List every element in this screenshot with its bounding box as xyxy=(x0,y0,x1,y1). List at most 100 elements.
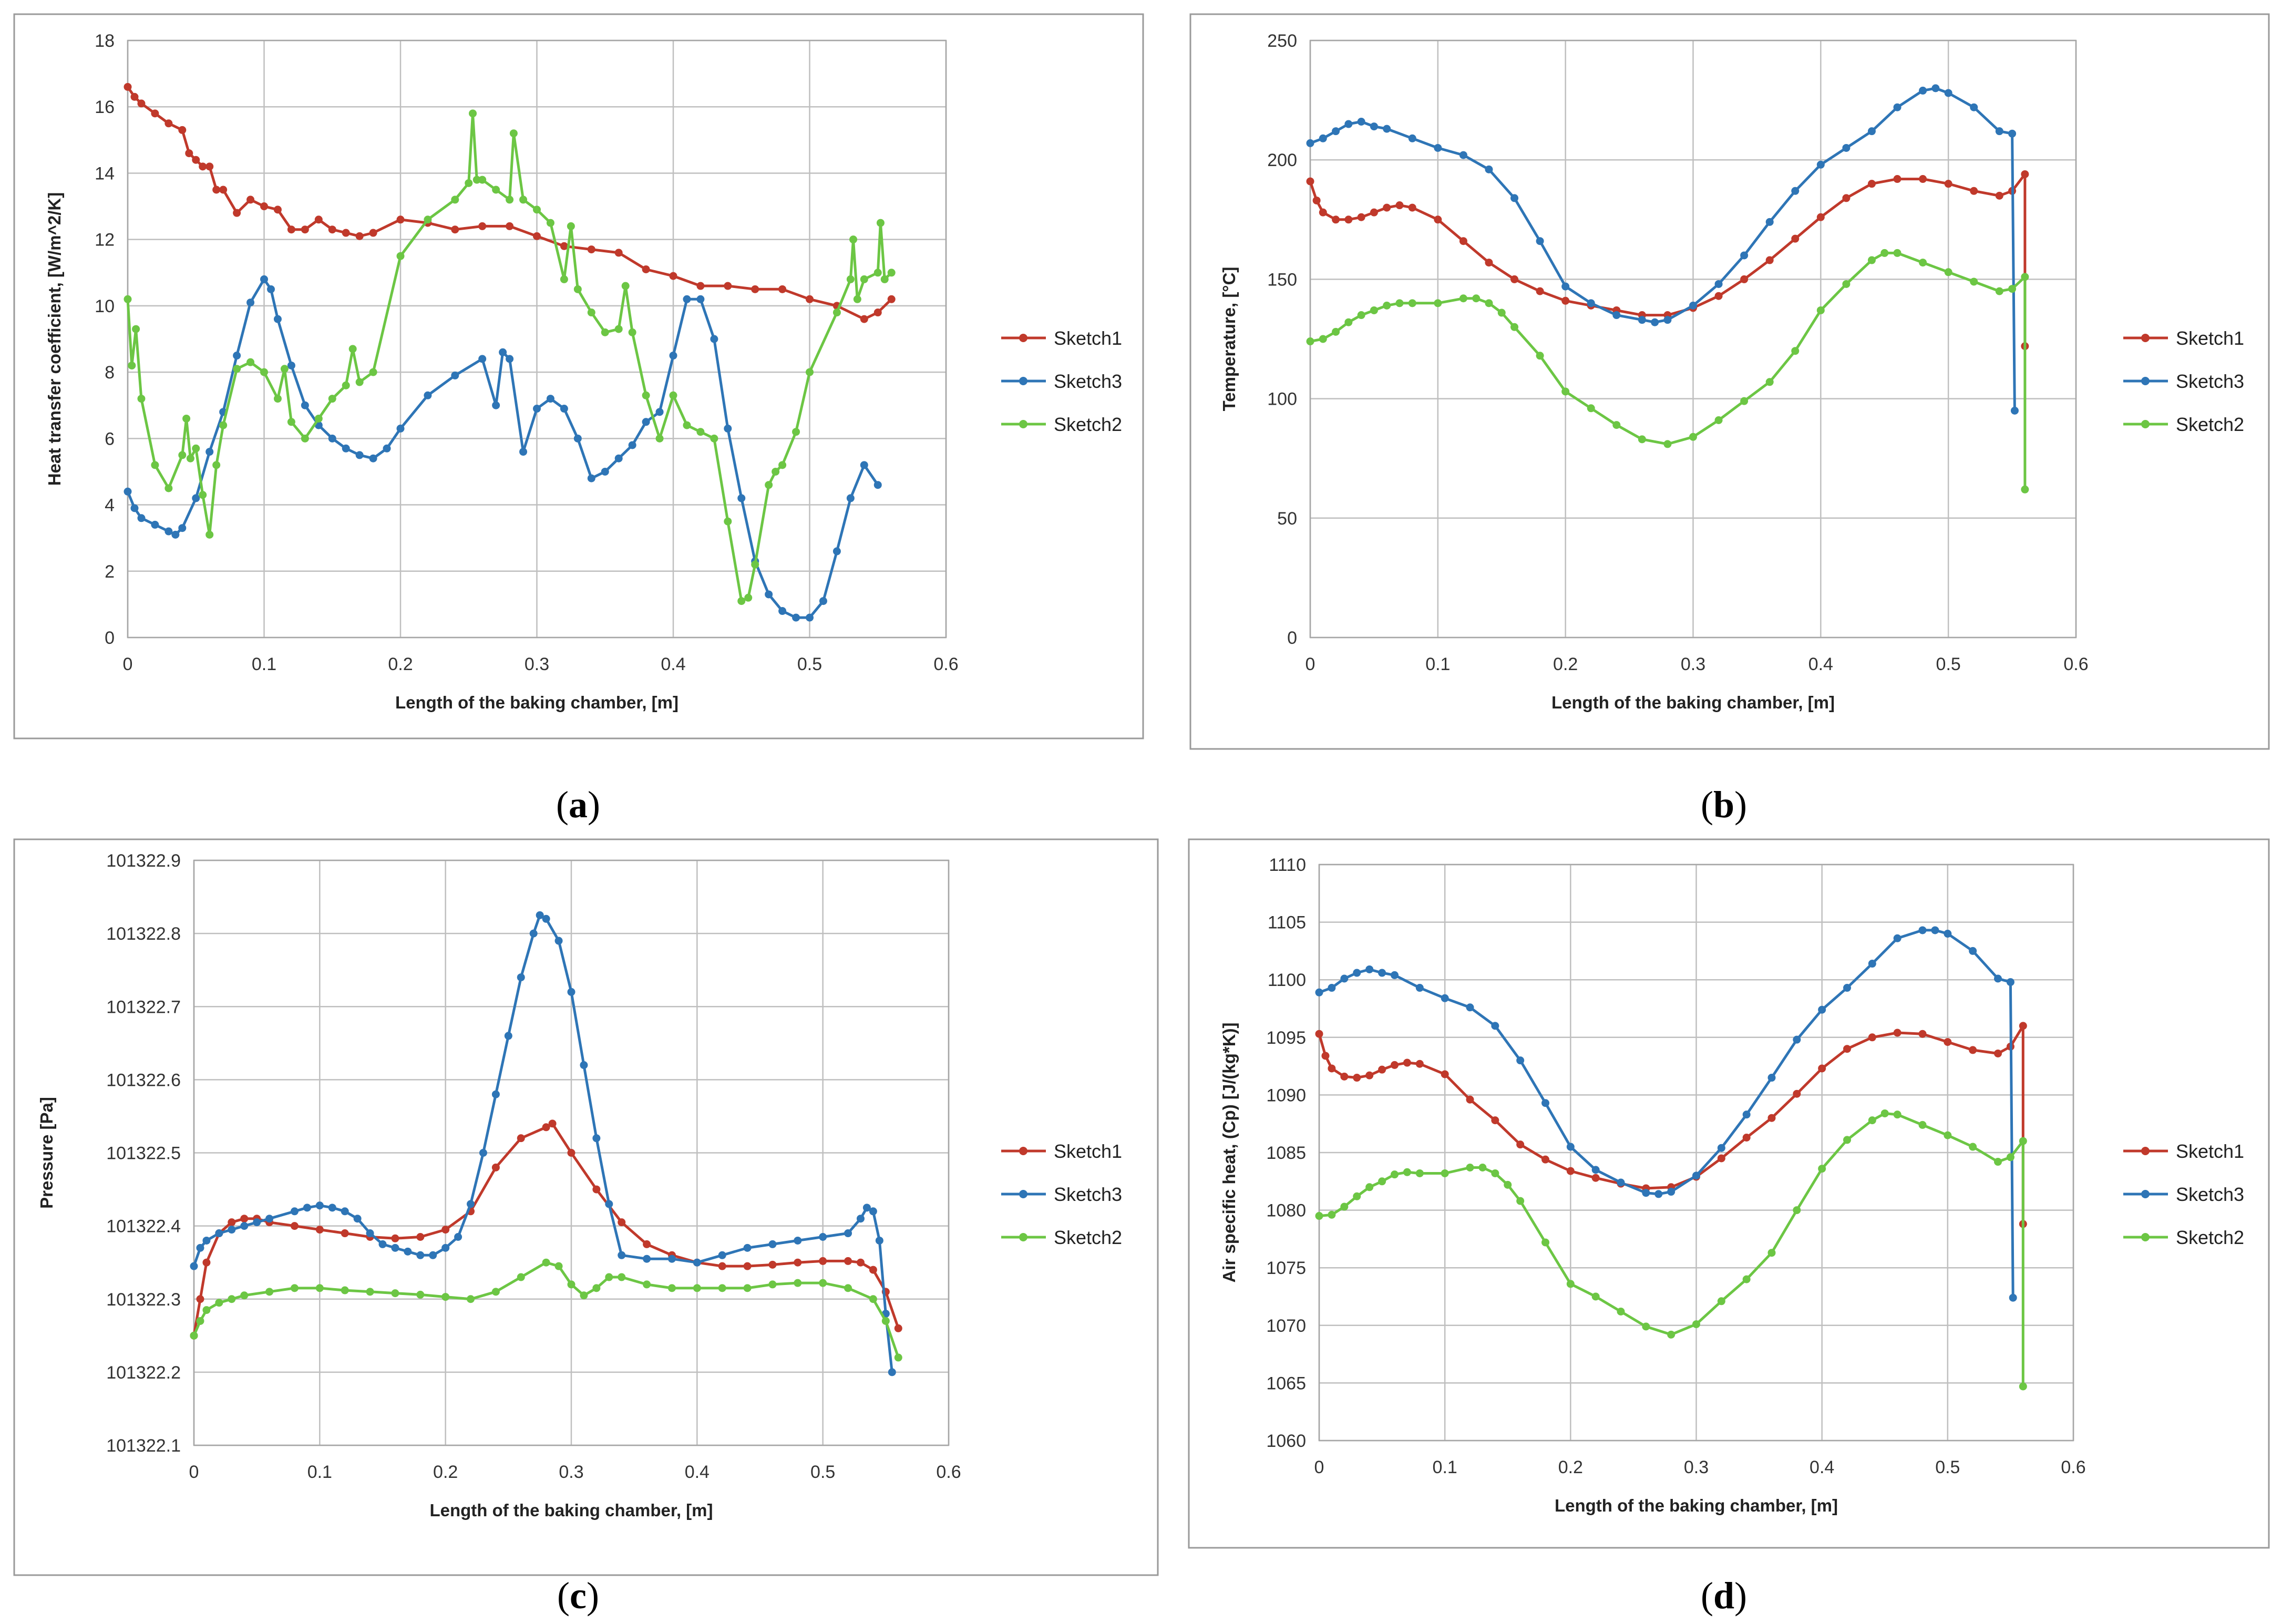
data-point xyxy=(1714,292,1723,300)
data-point xyxy=(1353,1192,1361,1200)
data-point xyxy=(396,252,405,260)
data-point xyxy=(196,1295,204,1303)
series-sketch1 xyxy=(1306,170,2029,351)
y-tick-label: 14 xyxy=(95,163,115,183)
y-tick-label: 12 xyxy=(95,230,115,250)
data-point xyxy=(592,1134,601,1143)
x-tick-label: 0 xyxy=(123,654,133,674)
series-sketch3 xyxy=(124,275,882,622)
data-point xyxy=(853,295,861,303)
data-point xyxy=(290,1207,299,1216)
data-point xyxy=(1717,1154,1725,1163)
data-point xyxy=(696,428,705,436)
data-point xyxy=(554,1262,563,1270)
data-point xyxy=(165,119,173,128)
data-point xyxy=(1791,234,1800,243)
data-point xyxy=(1765,218,1774,226)
data-point xyxy=(355,232,364,240)
data-point xyxy=(642,265,650,273)
data-point xyxy=(396,215,405,224)
data-point xyxy=(1612,421,1621,429)
data-point xyxy=(876,219,885,227)
data-point xyxy=(151,520,159,529)
data-point xyxy=(888,1368,896,1376)
y-tick-label: 101322.5 xyxy=(106,1144,181,1164)
data-point xyxy=(1403,1168,1411,1176)
data-point xyxy=(567,1280,575,1289)
data-point xyxy=(124,295,132,303)
chart-frame xyxy=(1189,13,2270,750)
data-point xyxy=(772,467,780,476)
data-point xyxy=(601,467,609,476)
data-point xyxy=(469,109,477,118)
x-tick-label: 0.4 xyxy=(1810,1457,1834,1477)
data-point xyxy=(369,454,377,462)
data-point xyxy=(451,196,459,204)
data-point xyxy=(205,162,214,171)
data-point xyxy=(628,441,636,449)
data-point xyxy=(1415,984,1424,992)
data-point xyxy=(1510,194,1519,202)
data-point xyxy=(1867,180,1876,188)
data-point xyxy=(1466,1163,1474,1171)
data-point xyxy=(441,1226,450,1234)
data-point xyxy=(696,282,705,290)
data-point xyxy=(1793,1206,1801,1215)
data-point xyxy=(1867,256,1876,264)
data-point xyxy=(416,1251,425,1259)
data-point xyxy=(1667,1330,1675,1339)
data-point xyxy=(1818,1064,1826,1073)
chart-heat-transfer-coefficient: 0 0.1 0.2 0.3 0.4 0.5 0.6 0 2 4 6 8 10 12 14 16 18 Length… xyxy=(13,13,1144,826)
data-point xyxy=(567,1149,575,1157)
data-point xyxy=(492,186,500,194)
data-point xyxy=(614,325,623,333)
data-point xyxy=(2008,285,2017,293)
y-tick-label: 1090 xyxy=(1266,1085,1306,1105)
data-point xyxy=(718,1284,726,1292)
data-point xyxy=(178,524,187,532)
data-point xyxy=(202,1236,211,1245)
data-point xyxy=(683,421,691,429)
data-point xyxy=(429,1251,437,1259)
data-point xyxy=(621,282,630,290)
data-point xyxy=(355,378,364,386)
y-tick-label: 101322.6 xyxy=(106,1070,181,1090)
data-point xyxy=(1944,89,1952,97)
data-point xyxy=(873,309,882,317)
data-point xyxy=(1692,1171,1700,1180)
data-point xyxy=(1541,1155,1549,1164)
data-point xyxy=(587,245,595,254)
data-point xyxy=(383,444,391,453)
data-point xyxy=(860,461,868,469)
data-point xyxy=(1340,974,1349,983)
y-axis-title: Air specific heat, (Cp) [J/(kg*K)] xyxy=(1219,1022,1239,1282)
data-point xyxy=(869,1295,877,1303)
data-point xyxy=(1510,275,1519,283)
data-point xyxy=(1383,203,1391,212)
data-point xyxy=(696,295,705,303)
x-tick-label: 0.2 xyxy=(388,654,413,674)
panel-caption: (d) xyxy=(1701,1575,1747,1617)
data-point xyxy=(1391,1061,1399,1069)
x-axis-title: Length of the baking chamber, [m] xyxy=(429,1500,713,1520)
data-point xyxy=(212,186,221,194)
data-point xyxy=(1893,1029,1901,1037)
data-point xyxy=(873,269,882,277)
data-point xyxy=(1306,139,1314,147)
legend-swatch-marker xyxy=(1019,420,1027,428)
data-point xyxy=(1843,1045,1851,1053)
data-point xyxy=(1365,1071,1374,1080)
data-point xyxy=(1740,251,1749,260)
data-point xyxy=(1944,268,1952,276)
data-point xyxy=(1742,1111,1751,1119)
data-point xyxy=(1919,259,1927,267)
data-point xyxy=(743,1262,752,1270)
series-sketch3 xyxy=(1315,926,2017,1302)
data-point xyxy=(1717,1297,1725,1306)
data-point xyxy=(1378,969,1386,977)
data-point xyxy=(369,229,377,237)
y-tick-label: 1060 xyxy=(1266,1431,1306,1451)
data-point xyxy=(669,272,677,280)
x-tick-label: 0.1 xyxy=(252,654,276,674)
x-tick-label: 0.6 xyxy=(933,654,958,674)
